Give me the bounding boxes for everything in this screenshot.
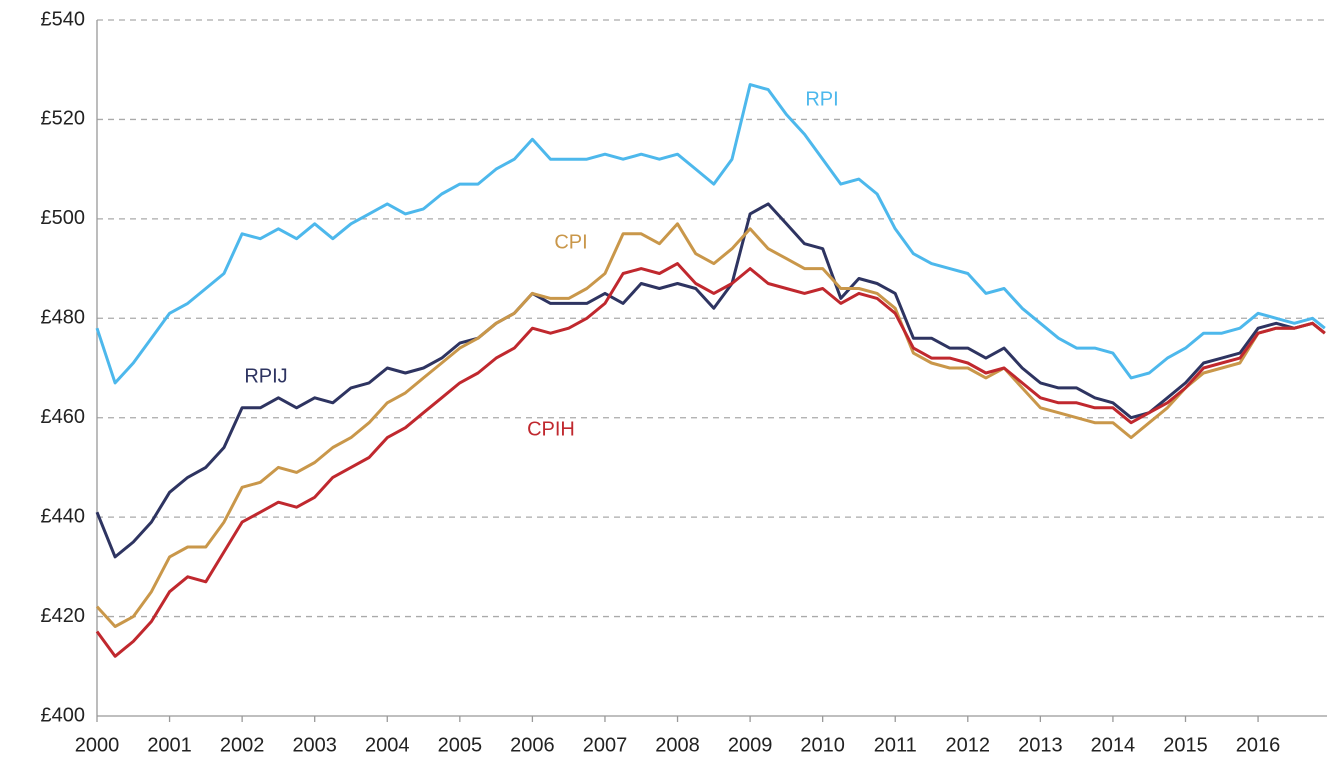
x-tick-label: 2004 <box>365 734 410 756</box>
x-tick-label: 2008 <box>655 734 700 756</box>
series-line <box>95 83 1326 385</box>
series-label: RPIJ <box>244 365 287 387</box>
x-tick-label: 2003 <box>292 734 337 756</box>
x-tick-label: 2010 <box>800 734 845 756</box>
x-tick-label: 2013 <box>1018 734 1063 756</box>
y-tick-label: £540 <box>41 8 86 30</box>
x-tick-label: 2016 <box>1236 734 1281 756</box>
x-tick-label: 2001 <box>147 734 192 756</box>
series-label: RPI <box>805 88 838 110</box>
x-tick-label: 2007 <box>583 734 628 756</box>
x-tick-label: 2006 <box>510 734 555 756</box>
y-tick-label: £500 <box>41 207 86 229</box>
series-label: CPI <box>554 231 587 253</box>
x-tick-label: 2002 <box>220 734 265 756</box>
x-tick-label: 2005 <box>438 734 483 756</box>
y-tick-label: £460 <box>41 406 86 428</box>
series-line <box>95 222 1326 628</box>
y-tick-label: £520 <box>41 108 86 130</box>
x-tick-label: 2011 <box>874 734 917 756</box>
y-tick-label: £420 <box>41 605 86 627</box>
x-tick-label: 2014 <box>1091 734 1136 756</box>
x-tick-label: 2000 <box>75 734 120 756</box>
y-tick-label: £480 <box>41 307 86 329</box>
y-tick-label: £400 <box>41 704 86 726</box>
x-tick-label: 2012 <box>946 734 991 756</box>
x-tick-label: 2009 <box>728 734 773 756</box>
x-tick-label: 2015 <box>1163 734 1208 756</box>
series-line <box>95 202 1326 559</box>
y-tick-label: £440 <box>41 505 86 527</box>
series-label: CPIH <box>527 418 575 440</box>
series-line <box>95 262 1326 658</box>
